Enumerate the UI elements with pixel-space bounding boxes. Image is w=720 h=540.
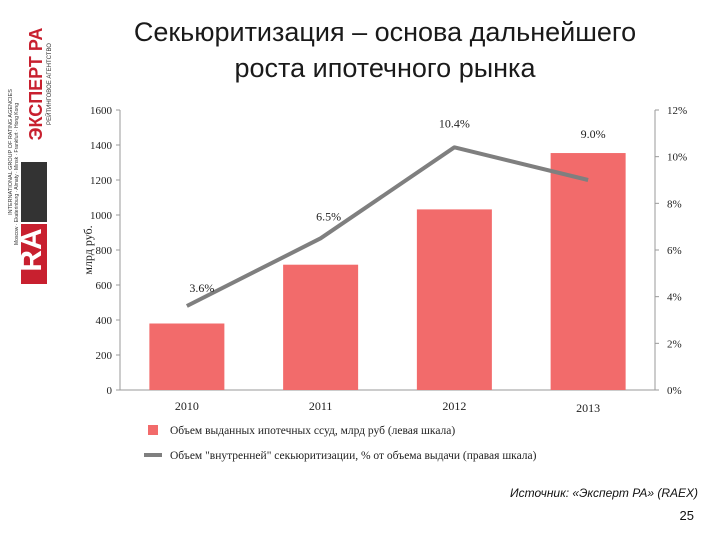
y-left-tick-label: 800: [96, 245, 113, 257]
line-data-label: 3.6%: [189, 281, 214, 295]
x-tick-label: 2013: [576, 401, 600, 415]
x-tick-label: 2010: [175, 399, 199, 413]
source-note: Источник: «Эксперт РА» (RAEX): [510, 486, 698, 500]
y-left-tick-label: 600: [96, 280, 113, 292]
bar-2013: [550, 153, 626, 390]
bar-2010: [149, 323, 225, 390]
y-left-tick-label: 1200: [90, 175, 113, 187]
y-left-tick-label: 200: [96, 350, 113, 362]
logo-ra-text: RA: [15, 228, 48, 271]
bar-2012: [416, 209, 492, 390]
logo-cities-text: Moscow · Ekaterinburg · Almaty · Minsk ·…: [14, 103, 20, 245]
company-logo: RA ЭКСПЕРТ РА РЕЙТИНГОВОЕ АГЕНТСТВО INTE…: [4, 4, 54, 300]
line-data-label: 10.4%: [439, 116, 470, 130]
logo-name-text: ЭКСПЕРТ РА: [26, 28, 46, 141]
y-axis-title: млрд руб.: [81, 225, 95, 274]
legend-label-line: Объем "внутренней" секьюритизации, % от …: [170, 450, 537, 462]
legend-swatch-bars: [148, 425, 158, 435]
y-right-tick-label: 10%: [667, 152, 687, 164]
y-right-tick-label: 6%: [667, 245, 682, 257]
line-data-label: 6.5%: [316, 209, 341, 223]
logo-group-text: INTERNATIONAL GROUP OF RATING AGENCIES: [8, 89, 14, 215]
x-tick-label: 2011: [309, 399, 333, 413]
slide-title-line-2: роста ипотечного рынка: [234, 53, 536, 83]
y-left-tick-label: 1000: [90, 210, 113, 222]
y-right-tick-label: 12%: [667, 105, 687, 117]
y-left-tick-label: 0: [107, 385, 113, 397]
page-number: 25: [679, 508, 694, 523]
bar-2011: [283, 264, 359, 390]
y-right-tick-label: 8%: [667, 198, 682, 210]
y-right-tick-label: 2%: [667, 338, 682, 350]
x-tick-label: 2012: [442, 399, 466, 413]
slide-title-line-1: Секьюритизация – основа дальнейшего: [133, 17, 637, 47]
legend-label-bars: Объем выданных ипотечных ссуд, млрд руб …: [170, 425, 455, 437]
y-right-tick-label: 0%: [667, 385, 682, 397]
y-left-tick-label: 1600: [90, 105, 113, 117]
slide-title: Секьюритизация – основа дальнейшего рост…: [70, 14, 700, 86]
y-left-tick-label: 400: [96, 315, 113, 327]
y-right-tick-label: 4%: [667, 292, 682, 304]
y-left-tick-label: 1400: [90, 140, 113, 152]
logo-tagline-text: РЕЙТИНГОВОЕ АГЕНТСТВО: [45, 43, 53, 125]
line-data-label: 9.0%: [581, 127, 606, 141]
securitization-line: [185, 145, 589, 308]
